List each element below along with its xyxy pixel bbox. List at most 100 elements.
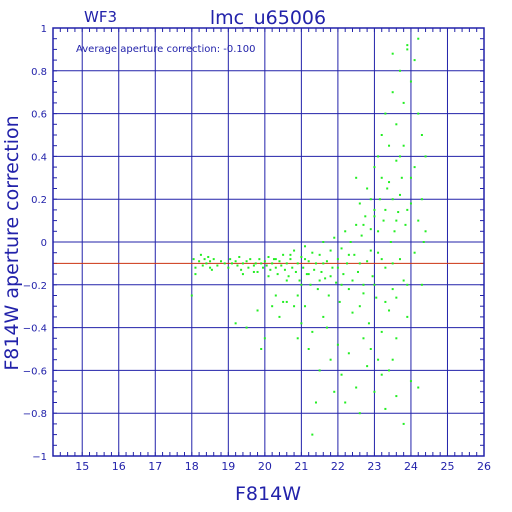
data-point	[369, 198, 372, 201]
data-point	[336, 266, 339, 269]
data-point	[382, 219, 385, 222]
data-point	[305, 273, 308, 276]
data-point	[336, 343, 339, 346]
data-point	[409, 380, 412, 383]
data-point	[252, 264, 255, 267]
data-point	[351, 311, 354, 314]
x-tick-label: 16	[112, 460, 126, 473]
y-tick-label: 0	[41, 238, 47, 249]
data-point	[271, 305, 274, 308]
data-point	[230, 262, 233, 265]
data-point	[285, 262, 288, 265]
data-point	[198, 260, 201, 263]
data-point	[402, 279, 405, 282]
data-point	[388, 309, 391, 312]
data-point	[409, 80, 412, 83]
data-point	[406, 44, 409, 47]
data-point	[245, 260, 248, 263]
data-point	[366, 187, 369, 190]
data-point	[391, 198, 394, 201]
data-point	[346, 262, 349, 265]
data-point	[194, 273, 197, 276]
x-tick-label: 17	[148, 460, 162, 473]
data-point	[311, 433, 314, 436]
data-point	[274, 294, 277, 297]
data-point	[340, 283, 343, 286]
data-point	[336, 258, 339, 261]
data-point	[269, 268, 272, 271]
data-point	[395, 159, 398, 162]
data-point	[362, 283, 365, 286]
data-point	[254, 262, 257, 265]
scatter-points	[190, 37, 427, 436]
data-point	[388, 369, 391, 372]
data-point	[247, 266, 250, 269]
y-tick-label: 0.8	[31, 67, 47, 78]
data-point	[335, 281, 338, 284]
data-point	[384, 112, 387, 115]
data-point	[234, 260, 237, 263]
x-tick-labels: 15 16 17 18 19 20 21 22 23 24 25 26	[75, 460, 491, 473]
data-point	[380, 258, 383, 261]
data-point	[325, 326, 328, 329]
data-point	[391, 52, 394, 55]
data-point	[320, 270, 323, 273]
data-point	[329, 358, 332, 361]
data-point	[304, 305, 307, 308]
data-point	[406, 48, 409, 51]
data-point	[358, 202, 361, 205]
data-point	[260, 348, 263, 350]
data-point	[353, 253, 356, 256]
data-point	[278, 260, 281, 263]
data-point	[362, 292, 365, 295]
data-point	[395, 219, 398, 222]
data-point	[265, 264, 268, 267]
data-point	[409, 176, 412, 179]
data-point	[398, 193, 401, 196]
data-point	[377, 251, 380, 254]
data-point	[351, 279, 354, 282]
y-tick-labels: −1 −0.8 −0.6 −0.4 −0.2 0 0.2 0.4 0.6 0.8 1	[23, 24, 47, 463]
data-point	[307, 273, 310, 276]
data-point	[256, 270, 259, 273]
data-point	[362, 223, 365, 226]
data-point	[402, 144, 405, 147]
y-tick-label: −0.2	[23, 281, 47, 292]
data-point	[340, 373, 343, 376]
data-point	[402, 422, 405, 425]
data-point	[220, 260, 223, 263]
data-point	[420, 134, 423, 136]
data-point	[380, 373, 383, 376]
data-point	[313, 268, 316, 271]
y-tick-label: 0.6	[31, 110, 47, 121]
data-point	[302, 266, 305, 269]
data-point	[400, 176, 403, 179]
data-point	[417, 219, 420, 222]
data-point	[349, 241, 352, 243]
data-point	[388, 181, 391, 184]
data-point	[391, 262, 394, 265]
data-point	[391, 358, 394, 361]
data-point	[395, 395, 398, 398]
data-point	[287, 275, 290, 278]
data-point	[298, 279, 301, 282]
data-point	[413, 59, 416, 62]
data-point	[240, 268, 243, 271]
data-point	[278, 315, 281, 318]
data-point	[289, 258, 292, 261]
data-point	[358, 262, 361, 265]
data-point	[369, 249, 372, 252]
data-point	[369, 228, 372, 231]
data-point	[274, 266, 277, 269]
data-point	[395, 123, 398, 126]
x-tick-label: 18	[185, 460, 199, 473]
data-point	[300, 283, 303, 286]
data-point	[331, 266, 334, 269]
data-point	[360, 234, 363, 237]
data-point	[322, 262, 325, 265]
data-point	[272, 258, 275, 261]
annotation: Average aperture correction: -0.100	[76, 44, 256, 55]
data-point	[216, 264, 219, 267]
data-point	[285, 300, 288, 303]
y-tick-label: 0.4	[31, 152, 47, 163]
